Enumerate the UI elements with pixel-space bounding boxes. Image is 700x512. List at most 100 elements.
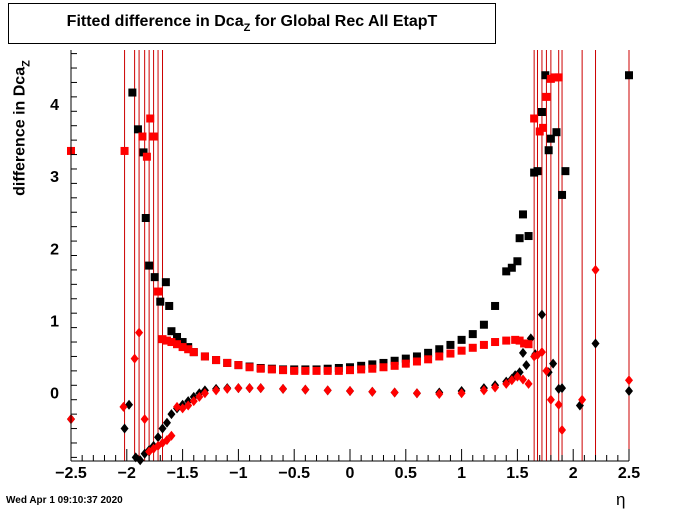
data-point-square: [200, 352, 209, 361]
data-point-square: [357, 365, 366, 374]
data-point-square: [139, 148, 148, 157]
chart-title: Fitted difference in DcaZ for Global Rec…: [66, 13, 438, 34]
data-point-diamond: [200, 388, 209, 399]
data-point-square: [554, 73, 563, 82]
data-point-diamond: [522, 360, 531, 371]
data-point-diamond: [162, 417, 171, 428]
data-point-square: [541, 71, 550, 80]
data-point-square: [435, 352, 444, 361]
data-point-square: [128, 88, 137, 97]
data-point-square: [189, 348, 198, 357]
data-point-diamond: [558, 383, 567, 394]
data-point-diamond: [234, 383, 243, 394]
data-point-square: [162, 336, 171, 345]
data-point-square: [212, 356, 221, 365]
data-point-square: [138, 132, 147, 141]
error-bars: [70, 50, 630, 461]
x-tick-label: 1: [457, 465, 466, 482]
data-point-square: [312, 366, 321, 375]
y-tick-label: 0: [50, 386, 59, 403]
x-tick-label: 0.5: [395, 465, 417, 482]
data-point-square: [539, 123, 548, 132]
data-point-square: [401, 359, 410, 368]
x-tick-label: 1.5: [506, 465, 528, 482]
data-point-square: [446, 340, 455, 349]
data-point-square: [502, 336, 511, 345]
data-point-square: [178, 343, 187, 352]
data-point-square: [223, 358, 232, 367]
data-point-diamond: [346, 386, 354, 397]
data-point-square: [544, 146, 553, 155]
data-point-diamond: [195, 391, 204, 402]
data-point-diamond: [189, 396, 198, 407]
data-point-square: [161, 278, 170, 287]
data-point-square: [520, 339, 529, 348]
data-point-square: [468, 330, 477, 339]
x-tick-label: −1.5: [167, 465, 199, 482]
data-markers: [67, 71, 633, 466]
data-point-square: [412, 357, 421, 366]
x-tick-label: −2.5: [55, 465, 87, 482]
data-point-diamond: [479, 385, 488, 396]
data-point-square: [150, 273, 159, 282]
data-point-square: [146, 114, 155, 123]
data-point-diamond: [279, 383, 288, 394]
data-point-square: [524, 340, 533, 349]
data-point-square: [537, 108, 546, 117]
x-axis-label: η: [616, 490, 626, 509]
x-tick-label: 2: [569, 465, 578, 482]
data-point-square: [390, 361, 399, 370]
data-point-square: [158, 335, 167, 344]
axes: [70, 50, 630, 462]
data-point-square: [165, 301, 174, 310]
data-point-square: [507, 263, 516, 272]
data-point-square: [515, 234, 524, 243]
data-point-diamond: [120, 423, 129, 434]
data-point-square: [379, 358, 388, 367]
data-point-square: [234, 361, 243, 370]
data-point-square: [256, 364, 265, 373]
data-point-diamond: [412, 388, 421, 399]
data-point-square: [511, 335, 520, 344]
tick-labels: −2.5 −2 −1.5 −1 −0.5 0 0.5 1 1.5 2 2.5 0 1 2 3 4: [50, 97, 640, 482]
data-point-diamond: [457, 388, 466, 399]
data-point-square: [334, 366, 343, 375]
data-point-square: [156, 297, 165, 306]
data-point-diamond: [323, 385, 332, 396]
data-point-diamond: [173, 401, 182, 412]
data-point-square: [142, 152, 151, 161]
datestamp: Wed Apr 1 09:10:37 2020: [6, 495, 123, 506]
data-point-square: [184, 345, 193, 354]
data-point-square: [323, 366, 332, 375]
data-point-diamond: [502, 378, 511, 389]
data-point-diamond: [167, 430, 176, 441]
data-point-square: [145, 261, 154, 270]
data-point-square: [457, 346, 466, 355]
data-point-square: [401, 354, 410, 363]
data-point-diamond: [435, 388, 444, 399]
data-point-square: [530, 114, 539, 123]
x-tick-label: 0: [346, 465, 355, 482]
y-axis-label: difference in DcaZ: [11, 60, 33, 196]
data-point-square: [173, 332, 182, 341]
data-point-diamond: [301, 384, 310, 395]
data-point-square: [301, 366, 310, 375]
data-point-square: [149, 132, 158, 141]
data-point-square: [412, 352, 421, 361]
data-point-diamond: [542, 365, 551, 376]
data-point-square: [625, 71, 633, 80]
data-point-square: [558, 190, 567, 199]
data-point-diamond: [223, 383, 232, 394]
data-point-square: [533, 167, 542, 176]
data-point-diamond: [591, 264, 600, 275]
data-point-diamond: [119, 401, 128, 412]
data-point-square: [133, 125, 142, 134]
data-point-square: [435, 345, 444, 354]
data-point-square: [290, 366, 299, 375]
x-tick-label: 2.5: [618, 465, 640, 482]
data-point-square: [546, 134, 555, 143]
data-point-square: [502, 267, 511, 276]
data-point-diamond: [507, 375, 516, 386]
x-tick-label: −2: [118, 465, 136, 482]
